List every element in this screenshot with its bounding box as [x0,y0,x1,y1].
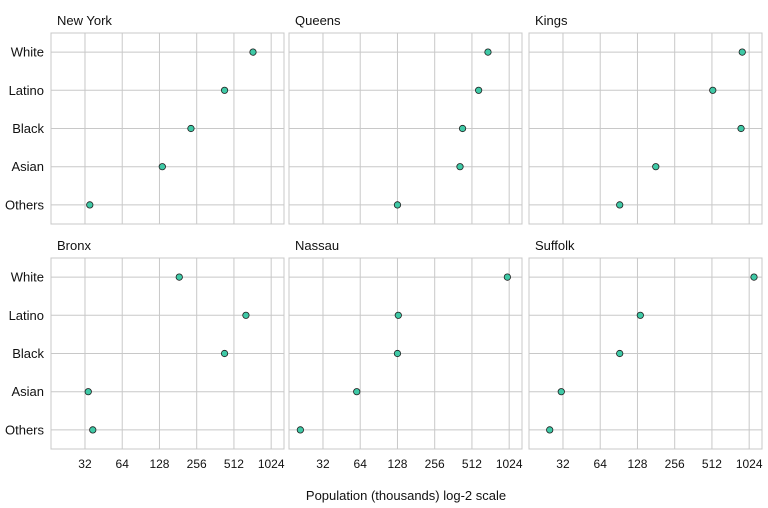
panel-title: Nassau [295,238,339,253]
panel-title: Queens [295,13,341,28]
panel-title: Suffolk [535,238,575,253]
x-tick-label: 64 [594,457,608,471]
x-axis-title: Population (thousands) log-2 scale [306,488,506,503]
data-point [86,201,94,209]
data-point [89,426,97,434]
data-point [393,349,402,358]
y-tick-label: White [11,45,44,60]
data-point [84,388,92,396]
data-point [557,388,565,396]
x-tick-label: 512 [462,457,482,471]
panel-nassau: Nassau 32 64 128 256 512 1024 [288,238,523,471]
panel-border [528,32,763,225]
y-tick-label: Black [12,346,44,361]
x-tick-label: 256 [425,457,445,471]
panel-border [50,32,285,225]
panel-border [288,32,523,225]
panel-border [528,257,763,450]
x-tick-label: 256 [187,457,207,471]
data-point [353,388,361,396]
y-tick-label: Black [12,121,44,136]
data-point [220,349,229,358]
data-point [475,86,483,94]
data-point [158,163,166,171]
data-point [242,311,250,319]
y-tick-label: Asian [11,159,44,174]
data-point [737,124,745,133]
x-tick-label: 128 [387,457,407,471]
data-point [750,273,758,281]
x-tick-label: 512 [224,457,244,471]
data-point [296,426,304,434]
data-point [652,163,660,171]
x-tick-label: 32 [78,457,92,471]
x-tick-label: 1024 [736,457,763,471]
data-point [738,48,746,56]
panel-new-york: New York White Latino Black Asian Others [5,13,285,225]
x-tick-label: 64 [354,457,368,471]
y-tick-label: Latino [9,83,44,98]
data-point [546,426,554,434]
panel-title: New York [57,13,112,28]
data-point [484,48,492,56]
panel-border [50,257,285,450]
data-point [616,201,624,209]
x-tick-label: 128 [149,457,169,471]
y-tick-label: Asian [11,384,44,399]
data-point [220,86,229,94]
panel-kings: Kings [528,13,763,225]
y-tick-label: Others [5,422,45,437]
data-point [616,349,624,358]
data-point [503,273,511,281]
data-point [709,86,717,94]
y-tick-label: Latino [9,308,44,323]
panel-suffolk: Suffolk 32 64 128 256 512 1024 [528,238,763,471]
x-tick-label: 1024 [496,457,523,471]
panel-bronx: Bronx White Latino Black Asian Others 32 64 128 2… [5,238,285,471]
panel-title: Kings [535,13,568,28]
data-point [456,163,464,171]
x-tick-label: 256 [665,457,685,471]
data-point [393,201,402,209]
data-point [175,273,183,281]
data-point [458,124,467,133]
x-tick-label: 32 [556,457,570,471]
data-point [249,48,257,56]
x-tick-label: 64 [116,457,130,471]
panel-queens: Queens [288,13,523,225]
x-tick-label: 32 [316,457,330,471]
panel-title: Bronx [57,238,91,253]
data-point [394,311,402,319]
y-tick-label: Others [5,197,45,212]
x-tick-label: 512 [702,457,722,471]
x-tick-label: 1024 [258,457,285,471]
data-point [636,311,644,319]
data-point [187,124,195,133]
y-tick-label: White [11,270,44,285]
panel-border [288,257,523,450]
x-tick-label: 128 [627,457,647,471]
